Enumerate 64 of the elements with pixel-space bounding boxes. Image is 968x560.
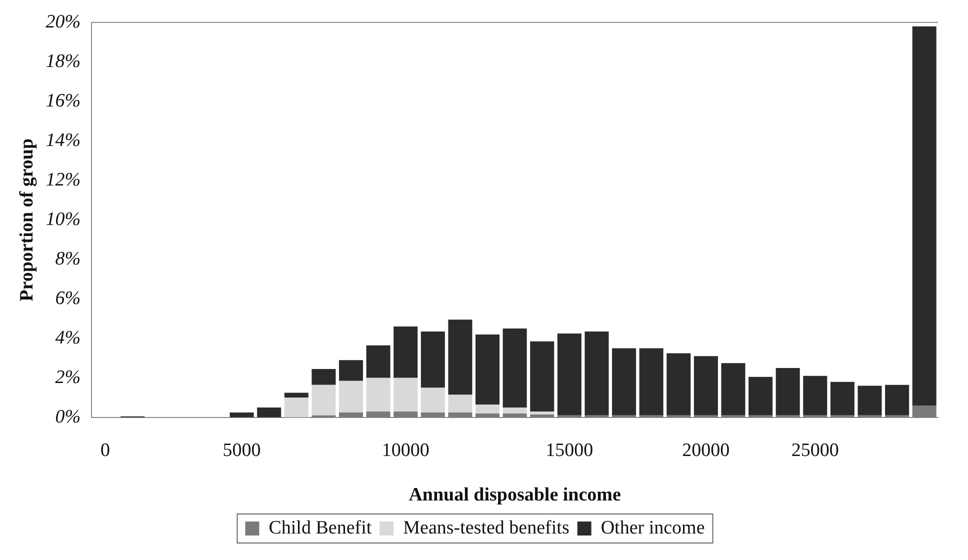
y-tick-label: 14% bbox=[46, 130, 81, 151]
y-tick-label: 4% bbox=[55, 327, 81, 348]
bar bbox=[338, 412, 364, 418]
bar bbox=[420, 331, 445, 388]
bar bbox=[858, 386, 882, 416]
bar bbox=[885, 384, 910, 416]
bar bbox=[530, 411, 554, 414]
x-tick-label: 15000 bbox=[546, 440, 594, 461]
bar bbox=[338, 360, 364, 381]
bar bbox=[803, 376, 828, 416]
y-tick-label: 6% bbox=[55, 288, 81, 309]
bar bbox=[366, 378, 390, 412]
bar bbox=[448, 412, 472, 418]
bar bbox=[476, 334, 500, 405]
y-axis-title: Proportion of group bbox=[16, 138, 38, 302]
bar bbox=[230, 412, 254, 418]
bar bbox=[557, 333, 582, 416]
y-tick-label: 2% bbox=[55, 366, 81, 388]
x-tick-label: 20000 bbox=[682, 440, 730, 461]
y-tick-label: 8% bbox=[55, 248, 81, 270]
bar bbox=[394, 326, 418, 378]
bar bbox=[584, 331, 609, 416]
bar bbox=[612, 348, 636, 416]
bar bbox=[694, 356, 718, 416]
bar bbox=[312, 384, 336, 416]
bar bbox=[420, 388, 445, 412]
bar bbox=[366, 411, 390, 418]
x-tick-label: 0 bbox=[100, 440, 110, 461]
bar bbox=[912, 406, 936, 418]
legend-label: Child Benefit bbox=[268, 517, 372, 538]
bar bbox=[366, 345, 390, 378]
x-tick-label: 10000 bbox=[382, 440, 430, 461]
bar bbox=[394, 378, 418, 412]
legend-label: Means-tested benefits bbox=[403, 517, 570, 538]
bar bbox=[312, 369, 336, 385]
legend-label: Other income bbox=[600, 517, 705, 538]
bar bbox=[448, 320, 472, 395]
y-tick-label: 18% bbox=[46, 50, 81, 72]
bar bbox=[748, 376, 773, 416]
bar bbox=[338, 380, 364, 412]
bar bbox=[448, 394, 472, 412]
y-tick-label: 0% bbox=[55, 406, 81, 428]
bar bbox=[776, 368, 800, 416]
x-tick-label: 25000 bbox=[791, 440, 839, 461]
bar bbox=[257, 408, 282, 418]
y-tick-label: 20% bbox=[46, 11, 81, 32]
bar bbox=[639, 348, 664, 416]
bar bbox=[530, 341, 554, 412]
bar bbox=[420, 412, 445, 418]
bar bbox=[502, 408, 527, 414]
bar bbox=[394, 411, 418, 418]
bar bbox=[721, 363, 746, 416]
bar bbox=[830, 382, 854, 416]
x-tick-label: 5000 bbox=[222, 440, 261, 461]
y-tick-label: 12% bbox=[46, 169, 81, 190]
bar bbox=[666, 353, 691, 416]
bar bbox=[912, 26, 936, 406]
x-axis-title: Annual disposable income bbox=[408, 484, 621, 506]
y-tick-label: 16% bbox=[46, 90, 81, 112]
bar bbox=[284, 392, 308, 398]
bar bbox=[476, 404, 500, 414]
bar bbox=[502, 328, 527, 408]
y-tick-label: 10% bbox=[46, 208, 81, 230]
bar bbox=[284, 398, 308, 418]
